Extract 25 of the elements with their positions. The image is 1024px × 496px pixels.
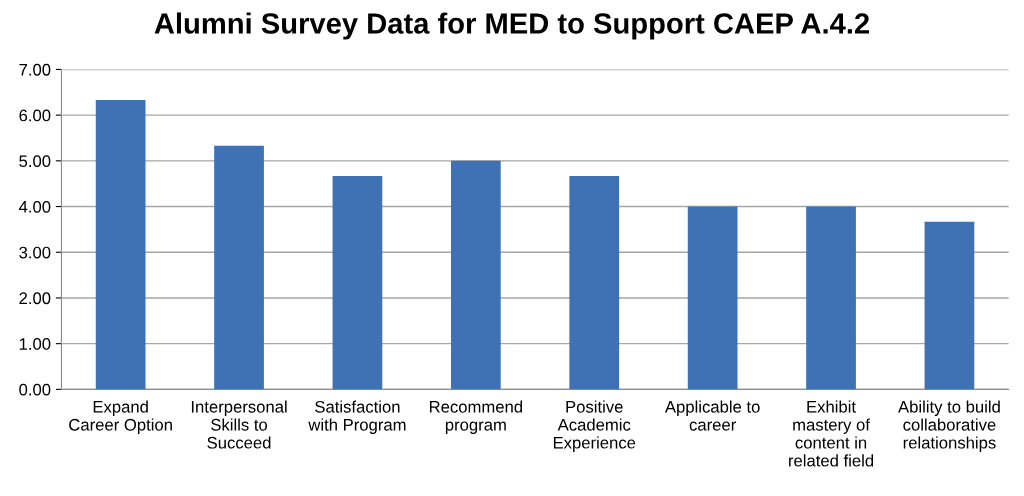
bar [332,175,383,390]
x-tick-label: Satisfaction with Program [308,400,406,434]
bar [687,206,738,390]
bar [569,175,620,390]
x-tick-label: Recommend program [429,400,523,434]
y-tick-label: 7.00 [19,63,51,76]
bar [806,206,856,390]
bar [450,160,501,390]
y-tick-label: 3.00 [19,246,51,259]
x-tick-label: Interpersonal Skills to Succeed [191,400,287,449]
y-tick-label: 6.00 [19,109,51,122]
x-tick-label: Applicable to career [664,400,760,431]
x-tick-label: Positive Academic Experience [553,400,636,452]
bar [95,100,146,390]
y-tick-label: 4.00 [18,200,51,213]
x-tick-label: Exhibit mastery of content in related field [789,400,874,467]
y-tick-label: 5.00 [19,155,51,168]
bar [214,145,264,390]
chart-title: Alumni Survey Data for MED to Support CAEP A.4.2 [154,12,869,40]
y-tick-label: 0.00 [19,383,51,396]
bar [924,221,975,390]
x-tick-label: Expand Career Option [69,400,172,434]
x-tick-label: Ability to build collaborative relationships [898,400,1000,452]
y-tick-label: 1.00 [19,338,51,350]
y-tick-label: 2.00 [19,292,51,305]
